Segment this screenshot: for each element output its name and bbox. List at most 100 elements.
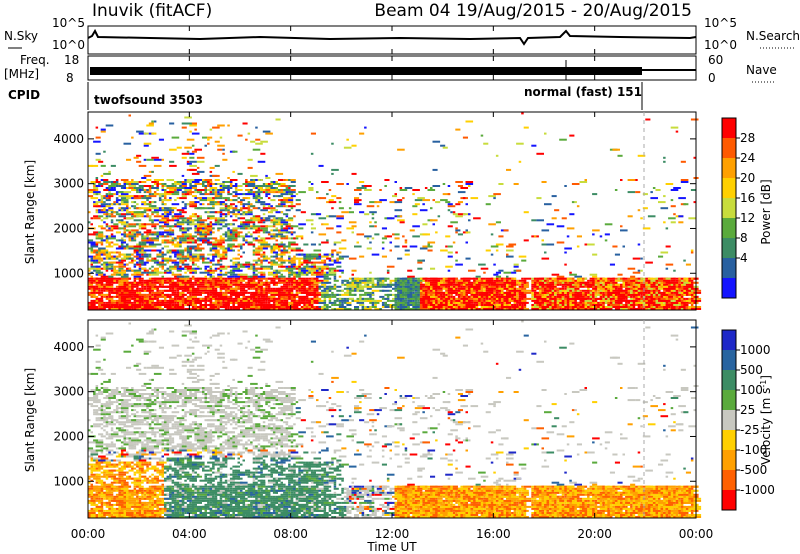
- power-cell: [265, 267, 271, 270]
- power-cell: [270, 291, 273, 294]
- power-cell: [298, 265, 301, 268]
- power-cell: [169, 160, 175, 163]
- power-cell: [257, 293, 263, 296]
- power-cell: [166, 293, 169, 296]
- power-cell: [245, 219, 253, 222]
- power-cell: [151, 181, 159, 183]
- power-cell: [131, 253, 134, 256]
- power-cell: [513, 279, 517, 282]
- power-cell: [379, 289, 385, 292]
- power-cell: [255, 253, 261, 256]
- power-cell: [260, 306, 263, 308]
- power-cell: [503, 285, 506, 288]
- power-cell: [265, 255, 268, 258]
- power-cell: [247, 287, 251, 290]
- power-cell: [364, 189, 372, 191]
- power-cell: [204, 283, 207, 286]
- power-cell: [161, 158, 164, 161]
- power-cell: [592, 283, 598, 286]
- power-cell: [265, 297, 268, 300]
- power-cell: [219, 259, 223, 262]
- power-cell: [614, 287, 618, 290]
- power-cell: [523, 291, 532, 294]
- power-cell: [569, 279, 572, 282]
- power-cell: [151, 245, 157, 248]
- power-cell: [207, 229, 213, 232]
- power-cell: [181, 211, 187, 214]
- power-cell: [227, 306, 230, 308]
- power-cell: [300, 297, 304, 300]
- power-cell: [219, 207, 225, 210]
- power-cell: [90, 291, 96, 294]
- power-cell: [141, 239, 149, 242]
- power-cell: [592, 285, 595, 288]
- power-cell: [247, 197, 251, 200]
- power-cell: [204, 291, 210, 294]
- power-cell: [105, 229, 114, 232]
- power-cell: [260, 301, 266, 304]
- power-cell: [245, 265, 251, 268]
- power-cell: [283, 279, 286, 282]
- power-cell: [234, 283, 240, 286]
- power-cell: [156, 207, 159, 210]
- power-cell: [318, 197, 327, 200]
- power-cell: [98, 299, 104, 302]
- power-cell: [164, 215, 170, 218]
- power-cell: [153, 261, 157, 264]
- power-cell: [120, 275, 126, 278]
- power-cell: [531, 299, 539, 302]
- power-cell: [138, 259, 144, 262]
- power-cell: [569, 295, 575, 298]
- power-cell: [361, 297, 365, 300]
- power-cell: [105, 295, 109, 298]
- power-cell: [478, 297, 484, 300]
- power-cell: [290, 289, 294, 292]
- power-cell: [191, 181, 200, 183]
- power-cell: [108, 189, 116, 191]
- power-cell: [196, 299, 202, 302]
- power-cell: [607, 285, 615, 288]
- power-cell: [381, 289, 385, 292]
- power-cell: [508, 291, 514, 294]
- power-cell: [402, 281, 405, 284]
- power-cell: [209, 273, 213, 276]
- power-cell: [148, 273, 152, 276]
- power-cell: [462, 306, 468, 308]
- power-cell: [189, 223, 197, 226]
- power-cell: [503, 229, 509, 232]
- power-cell: [123, 191, 132, 194]
- power-cell: [141, 197, 149, 200]
- power-cell: [186, 249, 192, 252]
- power-cell: [212, 295, 218, 298]
- power-cell: [386, 297, 390, 300]
- power-cell: [161, 275, 164, 278]
- power-cell: [169, 293, 172, 296]
- power-cell: [462, 308, 466, 310]
- power-cell: [133, 269, 142, 272]
- power-cell: [318, 299, 324, 302]
- power-cell: [270, 263, 278, 266]
- power-cell: [199, 308, 205, 310]
- power-cell: [98, 199, 101, 202]
- power-cell: [141, 271, 147, 274]
- power-cell: [455, 215, 463, 218]
- power-cell: [265, 277, 271, 280]
- power-cell: [576, 205, 580, 208]
- power-cell: [207, 269, 213, 272]
- power-cell: [310, 301, 314, 304]
- power-cell: [196, 156, 205, 159]
- power-cell: [359, 295, 362, 298]
- power-cell: [397, 277, 400, 280]
- power-cell: [156, 255, 164, 258]
- power-cell: [462, 293, 466, 296]
- power-cell: [566, 308, 570, 310]
- power-cell: [202, 283, 205, 286]
- power-cell: [113, 257, 116, 260]
- power-cell: [450, 211, 453, 214]
- power-cell: [204, 187, 207, 189]
- power-cell: [214, 304, 223, 306]
- power-cell: [212, 126, 220, 129]
- power-cell: [118, 267, 124, 270]
- power-cell: [298, 223, 306, 226]
- power-cell: [158, 199, 164, 202]
